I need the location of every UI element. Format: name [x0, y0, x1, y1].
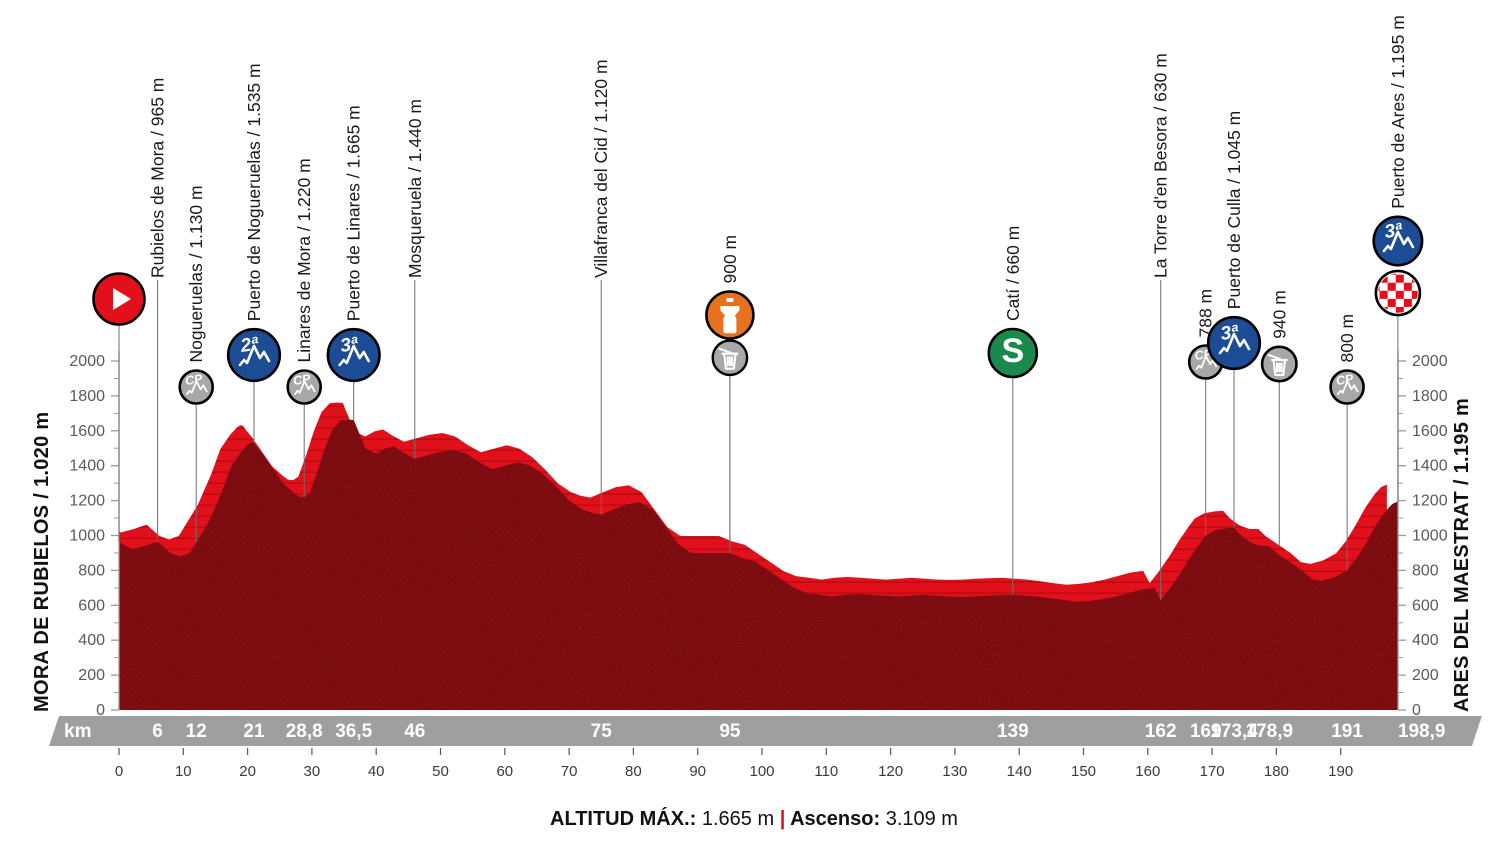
svg-text:40: 40: [368, 763, 385, 780]
svg-text:1200: 1200: [1412, 493, 1448, 510]
svg-text:1600: 1600: [1412, 423, 1448, 440]
svg-text:2000: 2000: [69, 353, 105, 370]
svg-text:200: 200: [1412, 667, 1439, 684]
svg-text:12: 12: [186, 721, 207, 742]
svg-text:190: 190: [1328, 763, 1353, 780]
svg-text:600: 600: [78, 597, 105, 614]
svg-text:788 m: 788 m: [1196, 289, 1216, 338]
svg-text:10: 10: [175, 763, 192, 780]
svg-text:6: 6: [152, 721, 163, 742]
svg-text:1200: 1200: [69, 493, 105, 510]
svg-text:28,8: 28,8: [286, 721, 323, 742]
svg-text:178,9: 178,9: [1246, 721, 1294, 742]
svg-text:1400: 1400: [69, 458, 105, 475]
svg-text:400: 400: [1412, 632, 1439, 649]
svg-text:90: 90: [689, 763, 706, 780]
svg-text:CP: CP: [292, 372, 312, 388]
svg-text:Mosqueruela / 1.440 m: Mosqueruela / 1.440 m: [405, 99, 425, 278]
svg-text:800: 800: [1412, 562, 1439, 579]
svg-text:198,9: 198,9: [1398, 721, 1446, 742]
svg-text:46: 46: [404, 721, 425, 742]
svg-text:Nogueruelas / 1.130 m: Nogueruelas / 1.130 m: [186, 185, 206, 362]
svg-text:km: km: [64, 721, 91, 742]
svg-text:200: 200: [78, 667, 105, 684]
svg-text:30: 30: [304, 763, 321, 780]
svg-text:Puerto de Linares / 1.665 m: Puerto de Linares / 1.665 m: [344, 105, 364, 321]
svg-text:170: 170: [1200, 763, 1225, 780]
svg-text:Puerto de Culla / 1.045 m: Puerto de Culla / 1.045 m: [1224, 111, 1244, 309]
svg-text:75: 75: [591, 721, 613, 742]
svg-text:1800: 1800: [1412, 388, 1448, 405]
svg-text:800 m: 800 m: [1337, 314, 1357, 363]
svg-text:Villafranca del Cid / 1.120 m: Villafranca del Cid / 1.120 m: [591, 59, 611, 278]
svg-text:MORA DE RUBIELOS / 1.020 m: MORA DE RUBIELOS / 1.020 m: [31, 412, 53, 712]
svg-text:600: 600: [1412, 597, 1439, 614]
svg-text:1000: 1000: [69, 528, 105, 545]
svg-text:Linares de Mora / 1.220 m: Linares de Mora / 1.220 m: [294, 158, 314, 362]
svg-text:20: 20: [239, 763, 256, 780]
svg-text:139: 139: [997, 721, 1029, 742]
svg-text:140: 140: [1007, 763, 1032, 780]
svg-text:900 m: 900 m: [720, 235, 740, 284]
svg-text:0: 0: [115, 763, 123, 780]
svg-text:400: 400: [78, 632, 105, 649]
svg-text:ARES DEL MAESTRAT / 1.195 m: ARES DEL MAESTRAT / 1.195 m: [1451, 398, 1473, 712]
svg-text:70: 70: [561, 763, 578, 780]
svg-text:1400: 1400: [1412, 458, 1448, 475]
svg-text:130: 130: [942, 763, 967, 780]
svg-text:2000: 2000: [1412, 353, 1448, 370]
svg-text:CP: CP: [1335, 372, 1355, 388]
svg-text:180: 180: [1264, 763, 1289, 780]
svg-text:Catí / 660 m: Catí / 660 m: [1003, 226, 1023, 321]
svg-text:1800: 1800: [69, 388, 105, 405]
svg-text:1000: 1000: [1412, 528, 1448, 545]
svg-text:1600: 1600: [69, 423, 105, 440]
svg-text:CP: CP: [184, 372, 204, 388]
svg-text:110: 110: [814, 763, 838, 780]
svg-text:191: 191: [1331, 721, 1363, 742]
svg-text:S: S: [1001, 332, 1024, 370]
svg-text:60: 60: [496, 763, 513, 780]
svg-text:Puerto de Nogueruelas / 1.535: Puerto de Nogueruelas / 1.535 m: [244, 63, 264, 321]
svg-text:940 m: 940 m: [1269, 290, 1289, 339]
svg-text:800: 800: [78, 562, 105, 579]
svg-text:100: 100: [749, 763, 774, 780]
svg-text:162: 162: [1145, 721, 1177, 742]
svg-text:21: 21: [243, 721, 265, 742]
svg-text:36,5: 36,5: [335, 721, 372, 742]
svg-text:95: 95: [719, 721, 741, 742]
svg-text:50: 50: [432, 763, 449, 780]
svg-text:120: 120: [878, 763, 903, 780]
svg-text:Puerto de Ares / 1.195 m: Puerto de Ares / 1.195 m: [1388, 15, 1408, 209]
svg-text:80: 80: [625, 763, 642, 780]
svg-text:Rubielos de Mora / 965 m: Rubielos de Mora / 965 m: [148, 78, 168, 278]
svg-text:160: 160: [1135, 763, 1160, 780]
svg-text:150: 150: [1071, 763, 1096, 780]
svg-text:La Torre d'en Besora / 630 m: La Torre d'en Besora / 630 m: [1151, 53, 1171, 278]
